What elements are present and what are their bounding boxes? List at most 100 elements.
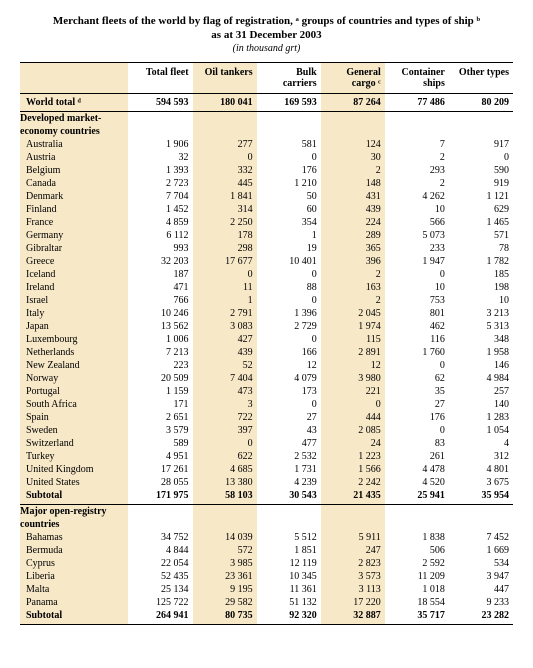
cell: 233 bbox=[385, 242, 449, 255]
cell: 1 947 bbox=[385, 255, 449, 268]
cell: 4 478 bbox=[385, 463, 449, 476]
country-label: United States bbox=[20, 476, 128, 489]
cell: 87 264 bbox=[321, 94, 385, 112]
cell: 2 bbox=[385, 151, 449, 164]
country-label: Canada bbox=[20, 177, 128, 190]
table-row: Spain2 651722274441761 283 bbox=[20, 411, 513, 424]
cell: 169 593 bbox=[257, 94, 321, 112]
cell: 1 054 bbox=[449, 424, 513, 437]
cell: 0 bbox=[449, 151, 513, 164]
country-label: Sweden bbox=[20, 424, 128, 437]
table-row: Turkey4 9516222 5321 223261312 bbox=[20, 450, 513, 463]
cell: 2 729 bbox=[257, 320, 321, 333]
cell: 176 bbox=[385, 411, 449, 424]
cell: 17 220 bbox=[321, 596, 385, 609]
cell: 166 bbox=[257, 346, 321, 359]
cell: 1 393 bbox=[128, 164, 192, 177]
table-row: Cyprus22 0543 98512 1192 8232 592534 bbox=[20, 557, 513, 570]
cell: 629 bbox=[449, 203, 513, 216]
cell: 1 006 bbox=[128, 333, 192, 346]
cell: 25 134 bbox=[128, 583, 192, 596]
cell: 4 262 bbox=[385, 190, 449, 203]
table-row: United Kingdom17 2614 6851 7311 5664 478… bbox=[20, 463, 513, 476]
cell: 3 113 bbox=[321, 583, 385, 596]
cell bbox=[257, 112, 321, 126]
cell bbox=[385, 125, 449, 138]
cell: 9 195 bbox=[193, 583, 257, 596]
cell: 3 bbox=[193, 398, 257, 411]
cell: 1 465 bbox=[449, 216, 513, 229]
cell: 0 bbox=[385, 424, 449, 437]
cell: 88 bbox=[257, 281, 321, 294]
cell: 0 bbox=[257, 151, 321, 164]
cell: 7 452 bbox=[449, 531, 513, 544]
table-row: Luxembourg1 0064270115116348 bbox=[20, 333, 513, 346]
section-header: countries bbox=[20, 518, 128, 531]
cell: 0 bbox=[257, 294, 321, 307]
country-label: Portugal bbox=[20, 385, 128, 398]
cell bbox=[128, 112, 192, 126]
cell: 1 283 bbox=[449, 411, 513, 424]
table-row: World total ᵈ594 593180 041169 59387 264… bbox=[20, 94, 513, 112]
cell: 590 bbox=[449, 164, 513, 177]
table-row: Bahamas34 75214 0395 5125 9111 8387 452 bbox=[20, 531, 513, 544]
table-row: Norway20 5097 4044 0793 980624 984 bbox=[20, 372, 513, 385]
cell: 0 bbox=[321, 398, 385, 411]
cell: 473 bbox=[193, 385, 257, 398]
cell: 4 844 bbox=[128, 544, 192, 557]
cell: 4 801 bbox=[449, 463, 513, 476]
cell: 289 bbox=[321, 229, 385, 242]
cell: 27 bbox=[385, 398, 449, 411]
country-label: Austria bbox=[20, 151, 128, 164]
country-label: Switzerland bbox=[20, 437, 128, 450]
cell bbox=[193, 518, 257, 531]
cell: 29 582 bbox=[193, 596, 257, 609]
table-row: Canada2 7234451 2101482919 bbox=[20, 177, 513, 190]
cell: 10 bbox=[449, 294, 513, 307]
table-row: United States28 05513 3804 2392 2424 520… bbox=[20, 476, 513, 489]
cell: 1 958 bbox=[449, 346, 513, 359]
table-row: Gibraltar9932981936523378 bbox=[20, 242, 513, 255]
cell: 171 975 bbox=[128, 489, 192, 505]
table-row: Switzerland589047724834 bbox=[20, 437, 513, 450]
cell: 445 bbox=[193, 177, 257, 190]
subtotal-label: Subtotal bbox=[20, 489, 128, 505]
cell: 224 bbox=[321, 216, 385, 229]
country-label: Iceland bbox=[20, 268, 128, 281]
cell: 919 bbox=[449, 177, 513, 190]
cell: 198 bbox=[449, 281, 513, 294]
cell: 5 911 bbox=[321, 531, 385, 544]
cell: 2 045 bbox=[321, 307, 385, 320]
table-row: Italy10 2462 7911 3962 0458013 213 bbox=[20, 307, 513, 320]
cell bbox=[128, 505, 192, 519]
cell: 354 bbox=[257, 216, 321, 229]
cell: 35 954 bbox=[449, 489, 513, 505]
cell: 5 512 bbox=[257, 531, 321, 544]
cell: 277 bbox=[193, 138, 257, 151]
table-row: Major open-registry bbox=[20, 505, 513, 519]
cell: 365 bbox=[321, 242, 385, 255]
table-row: South Africa17130027140 bbox=[20, 398, 513, 411]
country-label: Malta bbox=[20, 583, 128, 596]
cell: 43 bbox=[257, 424, 321, 437]
cell: 32 203 bbox=[128, 255, 192, 268]
cell: 11 209 bbox=[385, 570, 449, 583]
cell bbox=[385, 112, 449, 126]
cell: 173 bbox=[257, 385, 321, 398]
cell: 4 bbox=[449, 437, 513, 450]
cell: 1 bbox=[193, 294, 257, 307]
cell bbox=[128, 125, 192, 138]
cell: 3 083 bbox=[193, 320, 257, 333]
cell: 1 841 bbox=[193, 190, 257, 203]
cell: 148 bbox=[321, 177, 385, 190]
country-label: Gibraltar bbox=[20, 242, 128, 255]
cell: 2 891 bbox=[321, 346, 385, 359]
cell: 13 380 bbox=[193, 476, 257, 489]
cell: 187 bbox=[128, 268, 192, 281]
cell bbox=[321, 112, 385, 126]
cell: 753 bbox=[385, 294, 449, 307]
cell bbox=[385, 505, 449, 519]
cell: 581 bbox=[257, 138, 321, 151]
cell: 471 bbox=[128, 281, 192, 294]
cell: 1 396 bbox=[257, 307, 321, 320]
